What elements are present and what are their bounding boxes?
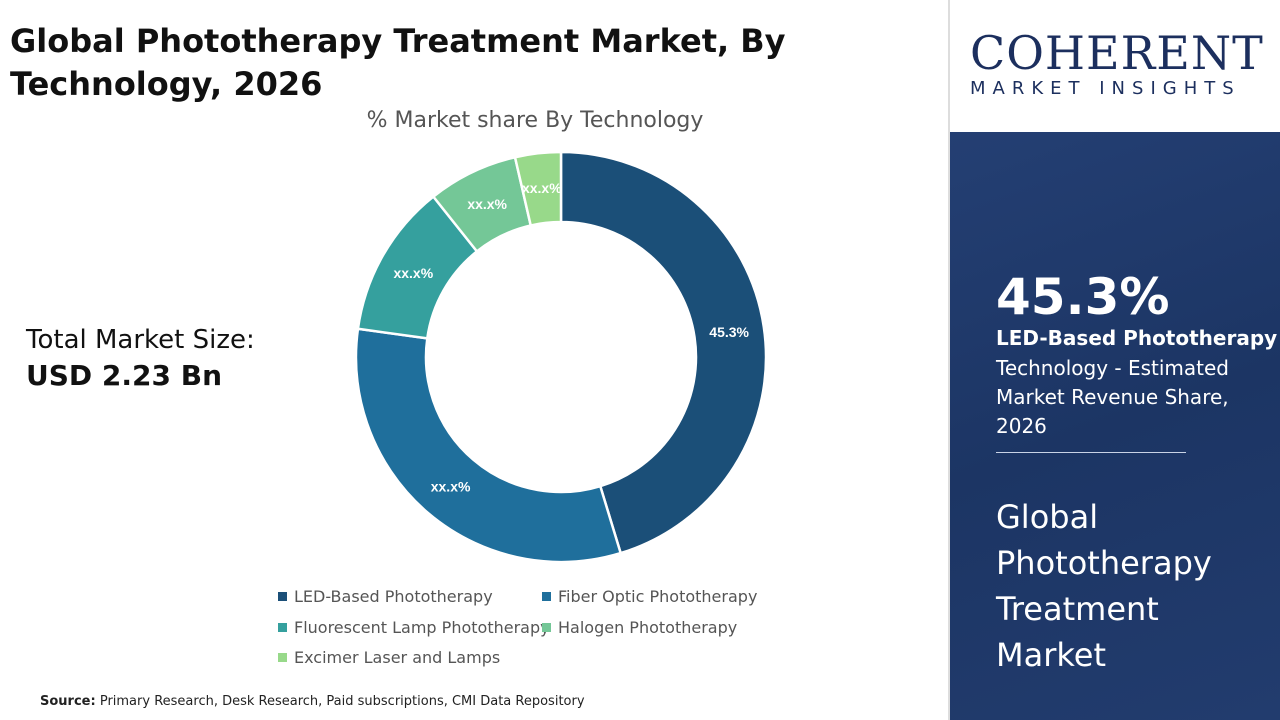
data-label-5: xx.x% xyxy=(522,180,562,196)
source-label: Source: xyxy=(40,694,96,709)
total-market-size: Total Market Size: USD 2.23 Bn xyxy=(26,325,255,392)
highlight-description: Technology - Estimated Market Revenue Sh… xyxy=(996,356,1229,438)
source-note: Source: Primary Research, Desk Research,… xyxy=(40,694,585,709)
donut-slice-5 xyxy=(513,150,563,227)
data-label-3: xx.x% xyxy=(393,265,433,281)
market-name: Global Phototherapy Treatment Market xyxy=(996,498,1212,674)
donut-slice-1 xyxy=(559,150,768,555)
legend-swatch xyxy=(278,653,287,662)
legend-swatch xyxy=(278,592,287,601)
legend-item: Fluorescent Lamp Phototherapy xyxy=(278,618,550,637)
legend-label: LED-Based Phototherapy xyxy=(294,587,493,606)
legend-label: Excimer Laser and Lamps xyxy=(294,648,501,667)
divider xyxy=(948,0,950,720)
logo-brand: COHERENT xyxy=(970,26,1264,80)
legend-label: Halogen Phototherapy xyxy=(558,618,738,637)
highlight-panel: 45.3% LED-Based Phototherapy Technology … xyxy=(950,132,1280,720)
highlight-label: LED-Based Phototherapy xyxy=(996,326,1278,350)
donut-slice-2 xyxy=(354,327,623,564)
legend-item: Fiber Optic Phototherapy xyxy=(542,587,757,606)
data-label-2: xx.x% xyxy=(431,478,471,494)
data-label-1: 45.3% xyxy=(709,324,749,340)
legend-label: Fluorescent Lamp Phototherapy xyxy=(294,618,550,637)
page-title: Global Phototherapy Treatment Market, By… xyxy=(10,22,786,103)
donut-chart: 45.3% xx.x% xx.x% xx.x% xx.x% xyxy=(354,150,768,564)
logo: COHERENT MARKET INSIGHTS xyxy=(950,0,1280,132)
total-market-size-label: Total Market Size: xyxy=(26,325,255,355)
legend-item: Excimer Laser and Lamps xyxy=(278,648,500,667)
source-text: Primary Research, Desk Research, Paid su… xyxy=(99,694,585,709)
legend-label: Fiber Optic Phototherapy xyxy=(558,587,758,606)
legend-swatch xyxy=(542,592,551,601)
legend-swatch xyxy=(542,623,551,632)
total-market-size-value: USD 2.23 Bn xyxy=(26,359,222,392)
legend-item: Halogen Phototherapy xyxy=(542,618,737,637)
chart-title: % Market share By Technology xyxy=(366,108,704,133)
logo-tagline: MARKET INSIGHTS xyxy=(970,78,1241,99)
panel-divider xyxy=(996,452,1186,453)
legend-item: LED-Based Phototherapy xyxy=(278,587,493,606)
data-label-4: xx.x% xyxy=(467,196,507,212)
legend-swatch xyxy=(278,623,287,632)
highlight-value: 45.3% xyxy=(996,268,1170,326)
